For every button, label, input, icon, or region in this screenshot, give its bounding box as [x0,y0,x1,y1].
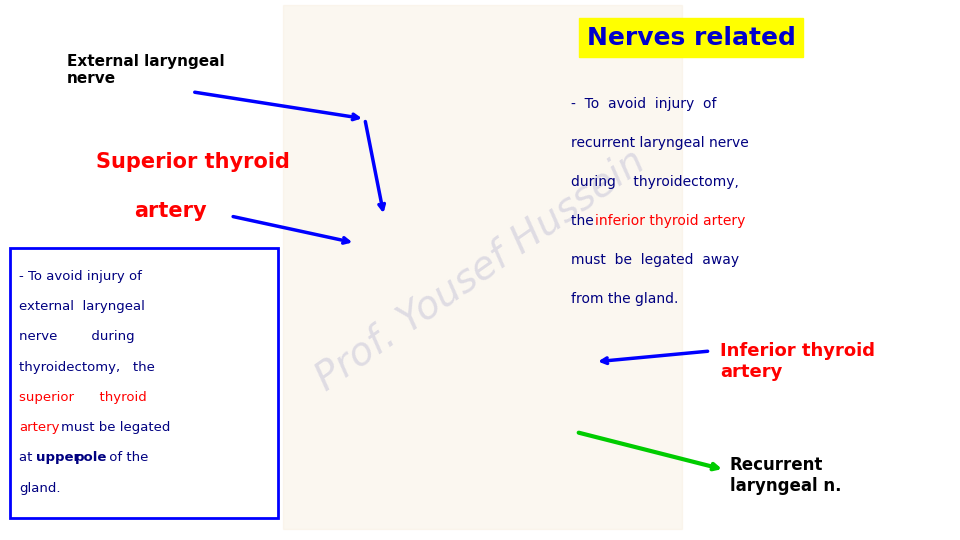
Text: must be legated: must be legated [61,421,171,434]
Bar [283,5,682,529]
Text: from the gland.: from the gland. [571,292,679,306]
Text: Prof. Yousef Hussein: Prof. Yousef Hussein [308,142,652,398]
Text: during    thyroidectomy,: during thyroidectomy, [571,175,739,189]
Text: gland.: gland. [19,482,60,495]
Text: nerve        during: nerve during [19,330,134,343]
Text: recurrent laryngeal nerve: recurrent laryngeal nerve [571,136,749,150]
Bar [10,248,278,518]
Text: the: the [571,214,598,228]
Text: Nerves related: Nerves related [587,26,796,50]
Text: external  laryngeal: external laryngeal [19,300,145,313]
Text: at: at [19,451,36,464]
Text: inferior thyroid artery: inferior thyroid artery [595,214,746,228]
Text: of the: of the [105,451,148,464]
Text: pole: pole [75,451,108,464]
Text: -  To  avoid  injury  of: - To avoid injury of [571,97,717,111]
Text: Superior thyroid: Superior thyroid [96,152,290,172]
Text: Inferior thyroid
artery: Inferior thyroid artery [720,342,875,381]
Text: External laryngeal
nerve: External laryngeal nerve [67,54,225,86]
Text: must  be  legated  away: must be legated away [571,253,739,267]
Text: Recurrent
laryngeal n.: Recurrent laryngeal n. [730,456,841,495]
Text: upper: upper [36,451,80,464]
Text: - To avoid injury of: - To avoid injury of [19,270,142,283]
Text: thyroidectomy,   the: thyroidectomy, the [19,361,156,374]
Text: superior      thyroid: superior thyroid [19,391,147,404]
Text: artery: artery [19,421,60,434]
Text: artery: artery [134,200,207,221]
